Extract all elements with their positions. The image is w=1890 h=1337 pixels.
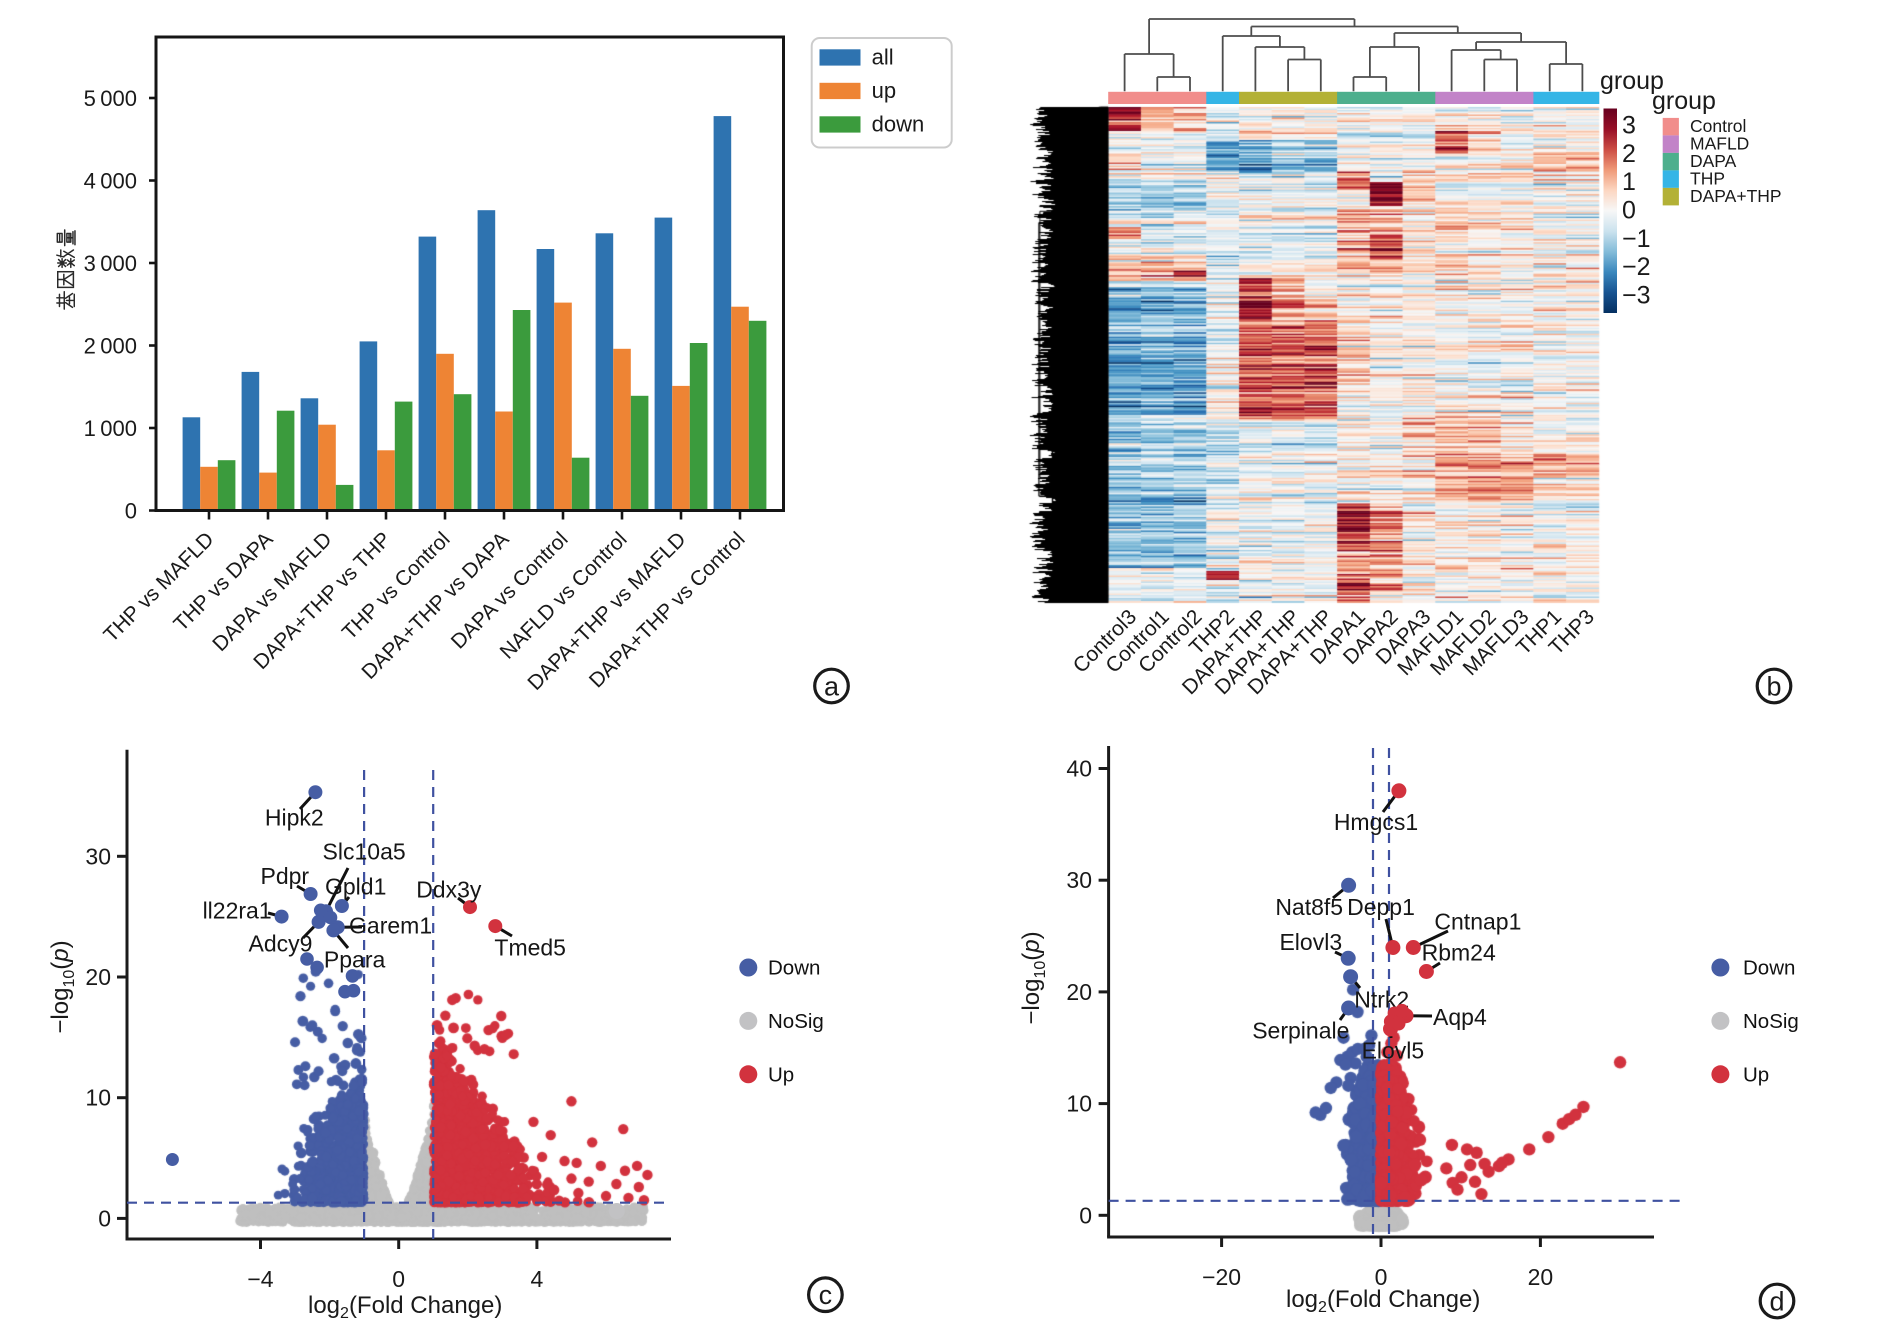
svg-text:Adcy9: Adcy9 bbox=[249, 931, 313, 957]
svg-text:−4: −4 bbox=[247, 1266, 273, 1292]
svg-text:0: 0 bbox=[125, 499, 137, 524]
svg-text:20: 20 bbox=[85, 964, 111, 990]
svg-text:Hipk2: Hipk2 bbox=[265, 805, 324, 831]
svg-text:Cntnap1: Cntnap1 bbox=[1434, 908, 1521, 934]
svg-text:d: d bbox=[1769, 1287, 1784, 1317]
svg-text:Ppara: Ppara bbox=[324, 946, 386, 972]
svg-text:up: up bbox=[872, 78, 896, 103]
svg-text:Depp1: Depp1 bbox=[1347, 894, 1415, 920]
svg-text:0: 0 bbox=[1079, 1202, 1092, 1228]
svg-text:2 000: 2 000 bbox=[84, 334, 137, 359]
svg-text:−1: −1 bbox=[1622, 225, 1651, 253]
svg-text:Elovl3: Elovl3 bbox=[1279, 929, 1342, 955]
svg-text:0: 0 bbox=[1622, 197, 1636, 225]
svg-text:−log10(p): −log10(p) bbox=[47, 940, 78, 1033]
svg-text:3: 3 bbox=[1622, 112, 1636, 140]
svg-text:1: 1 bbox=[1622, 168, 1636, 196]
svg-text:Slc10a5: Slc10a5 bbox=[323, 838, 406, 864]
svg-text:all: all bbox=[872, 44, 894, 69]
svg-text:4: 4 bbox=[531, 1266, 544, 1292]
svg-text:Pdpr: Pdpr bbox=[261, 863, 310, 889]
svg-text:4 000: 4 000 bbox=[84, 169, 137, 194]
svg-text:Down: Down bbox=[1743, 957, 1795, 980]
svg-text:20: 20 bbox=[1066, 979, 1092, 1005]
svg-text:10: 10 bbox=[85, 1085, 111, 1111]
svg-text:Up: Up bbox=[768, 1063, 794, 1086]
svg-text:DAPA+THP: DAPA+THP bbox=[1690, 186, 1782, 206]
svg-text:Serpinale: Serpinale bbox=[1252, 1017, 1349, 1043]
svg-text:3 000: 3 000 bbox=[84, 251, 137, 276]
svg-text:NoSig: NoSig bbox=[1743, 1010, 1799, 1033]
svg-text:Nat8f5: Nat8f5 bbox=[1275, 894, 1343, 920]
svg-text:2: 2 bbox=[1622, 140, 1636, 168]
svg-text:0: 0 bbox=[392, 1266, 405, 1292]
svg-text:20: 20 bbox=[1528, 1264, 1554, 1290]
svg-text:DAPA: DAPA bbox=[1690, 151, 1737, 171]
svg-text:group: group bbox=[1600, 67, 1664, 95]
svg-text:MAFLD: MAFLD bbox=[1690, 133, 1749, 153]
svg-text:1 000: 1 000 bbox=[84, 416, 137, 441]
svg-text:THP: THP bbox=[1690, 168, 1725, 188]
svg-text:Up: Up bbox=[1743, 1063, 1769, 1086]
svg-text:40: 40 bbox=[1066, 756, 1092, 782]
svg-text:b: b bbox=[1766, 672, 1781, 702]
svg-text:30: 30 bbox=[1066, 867, 1092, 893]
svg-text:log2(Fold Change): log2(Fold Change) bbox=[1286, 1286, 1480, 1316]
svg-text:group: group bbox=[1652, 87, 1716, 115]
svg-text:Ddx3y: Ddx3y bbox=[416, 877, 482, 903]
svg-text:Control: Control bbox=[1690, 116, 1746, 136]
svg-text:Hmgcs1: Hmgcs1 bbox=[1334, 809, 1418, 835]
svg-text:down: down bbox=[872, 111, 925, 136]
svg-text:0: 0 bbox=[98, 1205, 111, 1231]
svg-text:−20: −20 bbox=[1202, 1264, 1241, 1290]
svg-text:Down: Down bbox=[768, 957, 820, 980]
svg-text:0: 0 bbox=[1375, 1264, 1388, 1290]
svg-text:30: 30 bbox=[85, 843, 111, 869]
svg-text:Garem1: Garem1 bbox=[349, 913, 432, 939]
svg-text:ll22ra1: ll22ra1 bbox=[203, 898, 272, 924]
svg-text:NoSig: NoSig bbox=[768, 1010, 824, 1033]
svg-text:10: 10 bbox=[1066, 1091, 1092, 1117]
svg-text:a: a bbox=[824, 672, 840, 702]
svg-text:Tmed5: Tmed5 bbox=[494, 935, 566, 961]
svg-text:5 000: 5 000 bbox=[84, 86, 137, 111]
svg-text:−log10(p): −log10(p) bbox=[1018, 931, 1049, 1024]
svg-text:Elovl5: Elovl5 bbox=[1362, 1038, 1425, 1064]
svg-text:−3: −3 bbox=[1622, 281, 1651, 309]
svg-text:THP vs Control: THP vs Control bbox=[338, 528, 455, 645]
svg-text:Gpld1: Gpld1 bbox=[325, 873, 386, 899]
svg-text:Rbm24: Rbm24 bbox=[1422, 940, 1496, 966]
svg-text:−2: −2 bbox=[1622, 253, 1651, 281]
svg-text:log2(Fold Change): log2(Fold Change) bbox=[308, 1292, 502, 1322]
svg-text:c: c bbox=[819, 1280, 833, 1310]
svg-text:Aqp4: Aqp4 bbox=[1433, 1004, 1487, 1030]
